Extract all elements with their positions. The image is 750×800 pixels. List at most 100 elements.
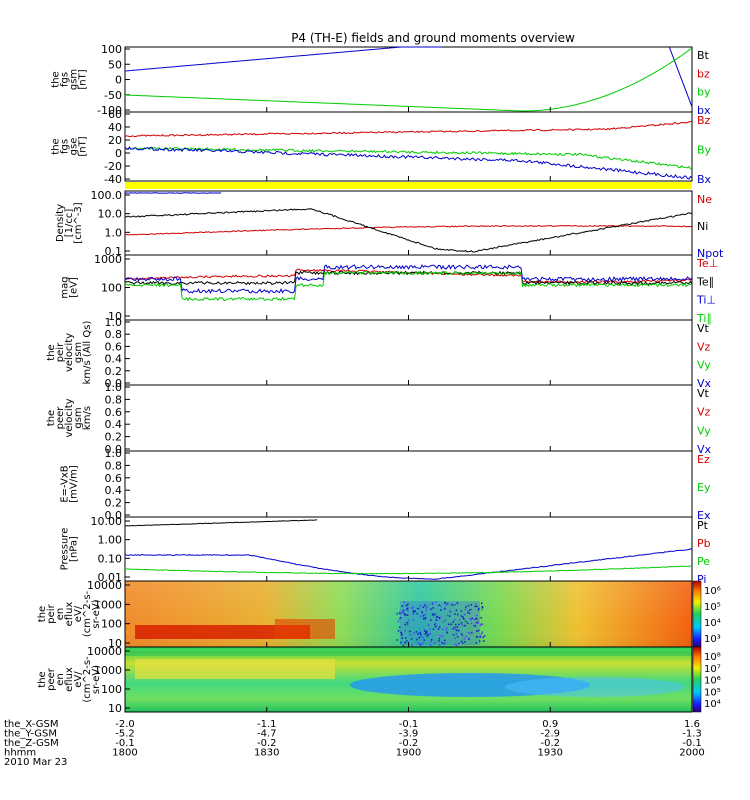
- spectrogram-speckle: [478, 640, 481, 642]
- spectrogram-speckle: [423, 639, 425, 641]
- y-axis-label: [cm^-3]: [73, 202, 84, 243]
- panel-peer_spec: 10000 1000 100 10 thepeerenefluxeV/(cm^2-s-s…: [37, 645, 721, 715]
- spectrogram-speckle: [438, 617, 441, 620]
- y-axis-label: [nPa]: [69, 536, 80, 562]
- panel-frame: [124, 319, 693, 386]
- spectrogram-speckle: [411, 613, 414, 615]
- spectrogram-speckle: [451, 604, 454, 606]
- spectrogram-speckle: [470, 603, 473, 606]
- spectrogram-speckle: [480, 617, 482, 619]
- spectrogram-speckle: [480, 623, 483, 625]
- spectrogram-speckle: [437, 628, 440, 630]
- y-tick-label: 0.8: [105, 459, 123, 472]
- spectrogram-speckle: [430, 619, 432, 621]
- spectrogram-speckle: [461, 634, 464, 637]
- y-tick-label: -100: [97, 104, 122, 117]
- spectrogram-speckle: [438, 626, 441, 628]
- spectrogram-speckle: [445, 604, 448, 606]
- spectrogram-speckle: [416, 612, 419, 615]
- spectrogram-speckle: [463, 625, 466, 627]
- spectrogram-speckle: [450, 623, 452, 626]
- spectrogram-speckle: [461, 624, 463, 626]
- spectrogram-speckle: [464, 641, 466, 643]
- legend-Ey: Ey: [697, 481, 711, 494]
- y-tick-label: 0.6: [105, 472, 123, 485]
- spectrogram-speckle: [463, 613, 466, 616]
- spectrogram-speckle: [456, 613, 459, 616]
- spectrogram-speckle: [413, 611, 415, 614]
- series-Ti-perp: [124, 264, 693, 295]
- spectrogram-speckle: [468, 637, 470, 639]
- y-axis-label: eV/: [73, 671, 84, 688]
- spectrogram-speckle: [481, 602, 483, 605]
- y-axis-label: the: [37, 671, 48, 687]
- spectrogram-speckle: [424, 613, 426, 616]
- spectrogram-speckle: [402, 610, 404, 613]
- series-By: [124, 146, 693, 170]
- y-tick-label: 10: [108, 310, 122, 323]
- y-axis-label: peer: [55, 406, 66, 430]
- spectrogram-speckle: [439, 616, 441, 619]
- spectrogram-speckle: [474, 617, 477, 620]
- series-Ti-par: [124, 270, 693, 302]
- spectrogram-speckle: [401, 605, 404, 607]
- spectrogram-speckle: [479, 634, 482, 637]
- y-axis-label: peer: [46, 667, 57, 691]
- spectrogram-speckle: [411, 607, 413, 610]
- spectrogram-speckle: [438, 640, 440, 642]
- spectrogram-speckle: [442, 621, 445, 623]
- y-tick-label: 100.0: [91, 189, 123, 202]
- y-tick-label: 1000: [94, 664, 122, 677]
- spectrogram-speckle: [429, 632, 432, 635]
- spectrogram-speckle: [435, 601, 437, 603]
- legend-Bt: Bt: [697, 49, 710, 62]
- spectrogram-speckle: [477, 629, 480, 632]
- spectrogram-speckle: [476, 614, 478, 617]
- flag-bar: [125, 182, 692, 189]
- spectrogram-speckle: [456, 636, 459, 638]
- spectrogram-speckle: [455, 628, 457, 631]
- spectrogram-speckle: [421, 611, 423, 613]
- spectrogram-speckle: [476, 620, 479, 623]
- series-Pt: [124, 519, 318, 527]
- legend-Te⊥: Te⊥: [696, 257, 718, 270]
- series-bx-tail: [669, 47, 693, 108]
- spectrogram-speckle: [439, 635, 442, 637]
- spectrogram-speckle: [467, 610, 469, 613]
- series-by: [124, 47, 693, 112]
- spectrogram-speckle: [398, 618, 401, 620]
- spectrogram-speckle: [419, 644, 422, 646]
- panel-temperature: 1000 100 10 mag[eV] Te⊥ Te∥ Ti⊥ Ti∥: [60, 253, 719, 325]
- spectrogram-speckle: [482, 636, 484, 639]
- spectrogram-speckle: [406, 607, 408, 610]
- spectrogram-speckle: [473, 624, 475, 627]
- spectrogram-speckle: [467, 612, 469, 614]
- y-tick-label: 10.0: [98, 208, 123, 221]
- spectrogram-speckle: [477, 607, 480, 610]
- spectrogram-speckle: [454, 643, 456, 646]
- spectrogram-speckle: [419, 633, 422, 636]
- spectrogram-speckle: [401, 611, 403, 614]
- y-axis-label: the: [51, 71, 62, 87]
- spectrogram-speckle: [454, 626, 457, 629]
- spectrogram-speckle: [429, 628, 432, 630]
- spectrogram-speckle: [422, 615, 425, 617]
- axis-row-value: -0.2: [540, 738, 560, 749]
- y-axis-label: [nT]: [78, 136, 89, 156]
- spectrogram-speckle: [474, 605, 477, 608]
- spectrogram-speckle: [468, 638, 470, 640]
- spectrogram-speckle: [443, 607, 446, 610]
- spectrogram-speckle: [402, 609, 405, 612]
- spectrogram-speckle: [406, 604, 408, 607]
- spectrogram-speckle: [454, 603, 457, 606]
- y-tick-label: 100: [101, 683, 122, 696]
- spectrogram-speckle: [460, 622, 463, 624]
- series-Bz: [124, 120, 693, 138]
- spectrogram-speckle: [452, 634, 455, 636]
- spectrogram-speckle: [458, 619, 461, 621]
- colorbar-label: 10⁸: [704, 652, 721, 663]
- spectrogram-speckle: [406, 640, 408, 642]
- axis-row-value: -5.2: [115, 729, 135, 740]
- spectrogram-speckle: [467, 622, 469, 625]
- y-axis-label: sr-eV): [91, 665, 102, 694]
